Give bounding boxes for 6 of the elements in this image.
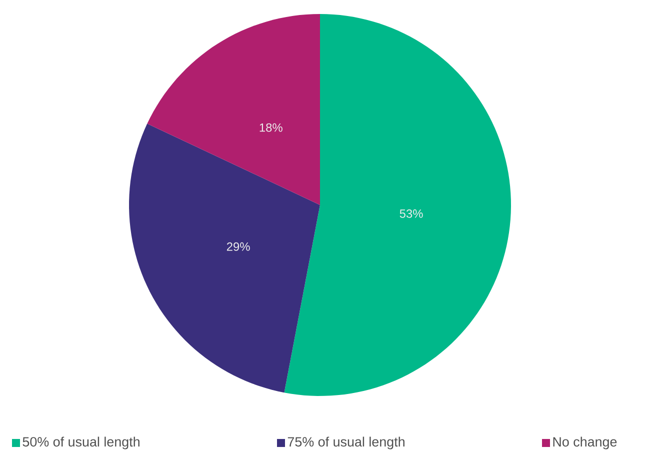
- legend-label: 75% of usual length: [288, 436, 404, 450]
- data-label: 53%: [400, 209, 423, 218]
- data-label: 29%: [226, 242, 250, 251]
- legend-label: 50% of usual length: [22, 436, 140, 450]
- legend-label: No change: [553, 436, 617, 450]
- data-label: 18%: [260, 123, 282, 132]
